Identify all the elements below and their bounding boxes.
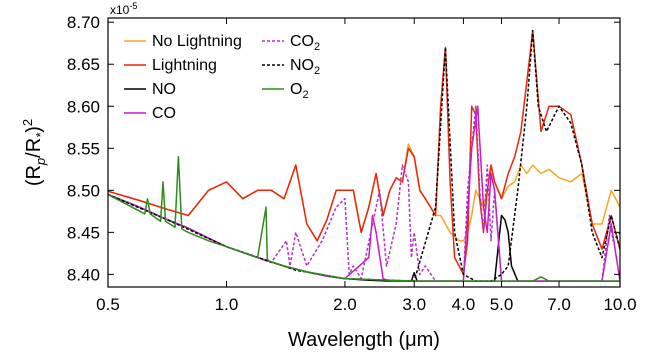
y-tick-label: 8.65 [67, 55, 100, 74]
legend-label: NO [152, 81, 176, 98]
legend-item: NO [124, 81, 176, 98]
legend-label: CO [152, 105, 176, 122]
y-tick-label: 8.70 [67, 13, 100, 32]
y-tick-label: 8.50 [67, 181, 100, 200]
y-tick-label: 8.60 [67, 97, 100, 116]
legend-label: Lightning [152, 57, 217, 74]
x-tick-label: 3.0 [402, 295, 426, 314]
legend: No Lightning Lightning NO CO CO2 NO2 O2 [124, 33, 320, 122]
legend-item: NO2 [262, 57, 320, 77]
x-tick-label: 4.0 [452, 295, 476, 314]
series-line-co2 [108, 105, 620, 282]
x-tick-label: 2.0 [333, 295, 357, 314]
y-tick-label: 8.45 [67, 223, 100, 242]
x-tick-label: 7.0 [547, 295, 571, 314]
series-line-co [108, 105, 620, 282]
x-tick-label: 5.0 [490, 295, 514, 314]
y-tick-label: 8.55 [67, 139, 100, 158]
y-axis-multiplier: x10-5 [110, 1, 137, 17]
plot-area [108, 29, 620, 282]
legend-item: O2 [262, 81, 309, 101]
x-tick-label: 10.0 [603, 295, 636, 314]
legend-label: CO2 [290, 33, 320, 53]
legend-item: CO [124, 105, 176, 122]
plot-frame [107, 17, 621, 288]
y-axis-label: (Rp/R*)2 [20, 119, 48, 186]
axes: 0.5 1.0 2.0 3.0 4.0 5.0 7.0 10.0 8.40 8.45 8.50 8.5… [20, 1, 637, 351]
legend-item: CO2 [262, 33, 320, 53]
x-tick-label: 0.5 [96, 295, 120, 314]
y-tick-label: 8.40 [67, 265, 100, 284]
legend-item: No Lightning [124, 33, 242, 50]
x-tick-label: 1.0 [215, 295, 239, 314]
x-axis-label: Wavelength (μm) [288, 329, 440, 351]
legend-label: O2 [290, 81, 309, 101]
legend-item: Lightning [124, 57, 217, 74]
legend-label: No Lightning [152, 33, 242, 50]
legend-label: NO2 [290, 57, 320, 77]
series-line-o2 [108, 155, 620, 282]
